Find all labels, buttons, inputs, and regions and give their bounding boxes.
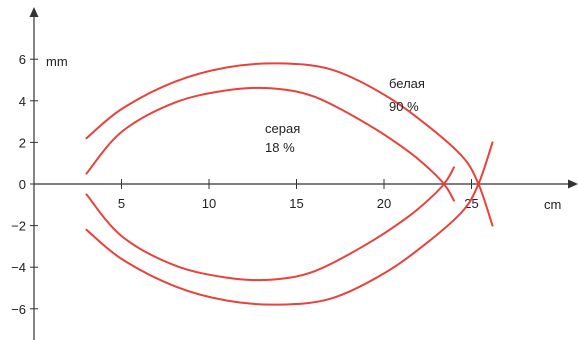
series-0-branch-0 bbox=[85, 62, 494, 227]
y-tick-label: −6 bbox=[11, 302, 26, 317]
x-tick-label: 5 bbox=[118, 196, 125, 211]
x-tick-label: 25 bbox=[464, 196, 478, 211]
series-label: 90 % bbox=[389, 99, 419, 114]
x-tick-label: 15 bbox=[289, 196, 303, 211]
x-axis-arrow-icon bbox=[568, 179, 578, 189]
series-1-branch-1 bbox=[85, 166, 455, 282]
y-tick-label: −2 bbox=[11, 219, 26, 234]
axes: mm cm bbox=[29, 7, 578, 340]
y-axis-arrow-icon bbox=[29, 7, 39, 17]
ticks: 5 10 15 20 25 −6 −4 −2 0 2 4 6 bbox=[11, 52, 479, 317]
series-1-branch-0 bbox=[85, 86, 455, 202]
y-tick-label: −4 bbox=[11, 260, 26, 275]
y-tick-label: 2 bbox=[19, 135, 26, 150]
series-labels: белая 90 % серая 18 % bbox=[265, 76, 425, 155]
x-tick-label: 10 bbox=[202, 196, 216, 211]
series-0-branch-1 bbox=[85, 141, 494, 306]
series-label: белая bbox=[389, 76, 425, 91]
y-tick-label: 4 bbox=[19, 94, 26, 109]
y-tick-label: 6 bbox=[19, 52, 26, 67]
y-tick-label: 0 bbox=[19, 177, 26, 192]
x-axis-unit: cm bbox=[544, 197, 561, 212]
curves bbox=[85, 62, 494, 306]
x-tick-label: 20 bbox=[377, 196, 391, 211]
y-axis-unit: mm bbox=[46, 54, 68, 69]
series-label: 18 % bbox=[265, 140, 295, 155]
series-label: серая bbox=[265, 121, 300, 136]
